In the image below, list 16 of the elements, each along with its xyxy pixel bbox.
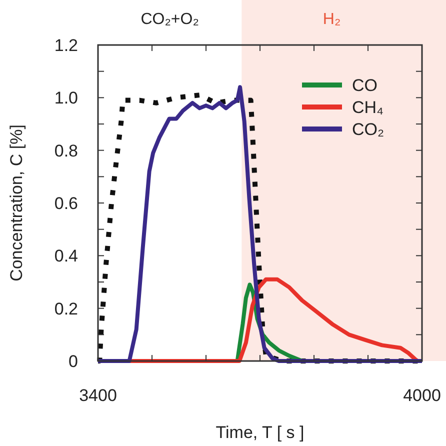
x-tick-label: 4000 (403, 386, 441, 405)
y-tick-label: 0.6 (54, 194, 78, 213)
y-tick-label: 0.8 (54, 141, 78, 160)
y-tick-label: 0.2 (54, 299, 78, 318)
text: CO₂+O₂ (140, 11, 199, 28)
legend-label: CH₄ (352, 98, 384, 117)
band-label: H₂ (322, 11, 341, 28)
legend-label: CO₂ (352, 120, 384, 139)
y-tick-label: 0.4 (54, 246, 78, 266)
legend-label: CO (352, 76, 378, 95)
y-tick-label: 0 (68, 352, 78, 371)
x-tick-label: 3400 (79, 386, 117, 405)
x-axis-title: Time, T [ s ] (216, 423, 304, 442)
y-axis-title: Concentration, C [%] (7, 124, 26, 282)
y-tick-label: 1.2 (54, 36, 78, 55)
y-tick-label: 1.0 (54, 88, 78, 108)
